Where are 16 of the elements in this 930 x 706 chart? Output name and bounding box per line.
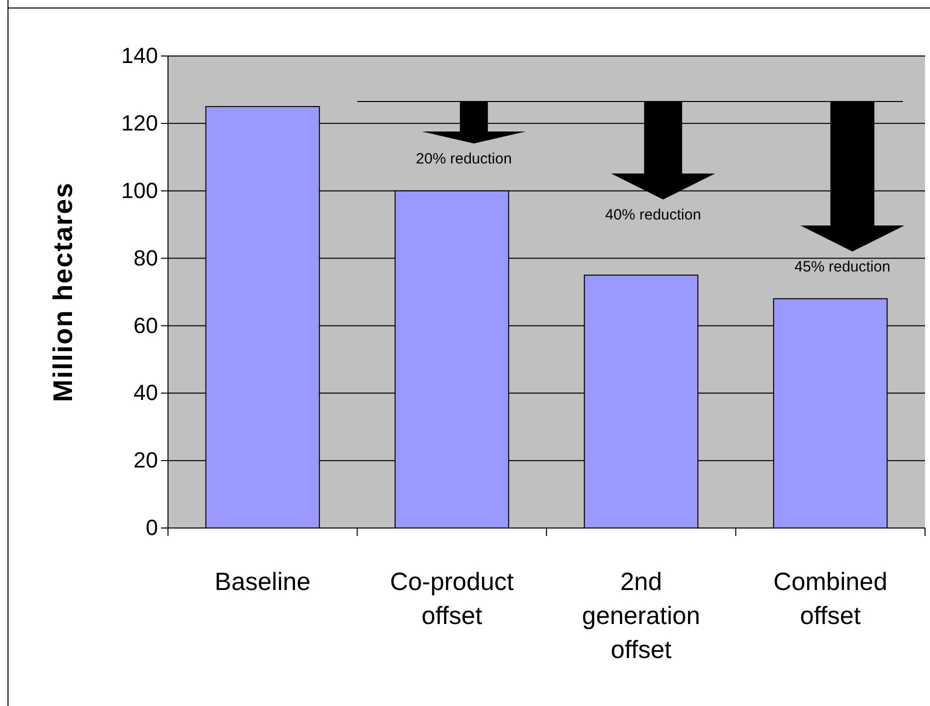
y-tick-label: 0	[146, 515, 158, 540]
x-tick-label: 2nd generation offset	[582, 568, 700, 664]
x-tick-label: Baseline	[214, 568, 311, 596]
y-tick-label: 120	[121, 110, 158, 136]
annotation: 40% reduction	[605, 206, 702, 224]
annotation: 20% reduction	[416, 150, 512, 168]
y-axis-title: Million hectares	[48, 182, 78, 402]
y-tick-label: 80	[134, 245, 158, 270]
y-tick-label: 40	[134, 380, 158, 406]
y-tick-label: 60	[134, 312, 158, 338]
x-tick-label: Combined offset	[773, 568, 888, 630]
y-tick-label: 140	[121, 43, 158, 68]
annotation: 45% reduction	[794, 258, 890, 276]
x-tick-label: Co-product offset	[390, 568, 514, 630]
y-tick-label: 100	[121, 178, 158, 203]
y-tick-label: 20	[134, 448, 158, 473]
